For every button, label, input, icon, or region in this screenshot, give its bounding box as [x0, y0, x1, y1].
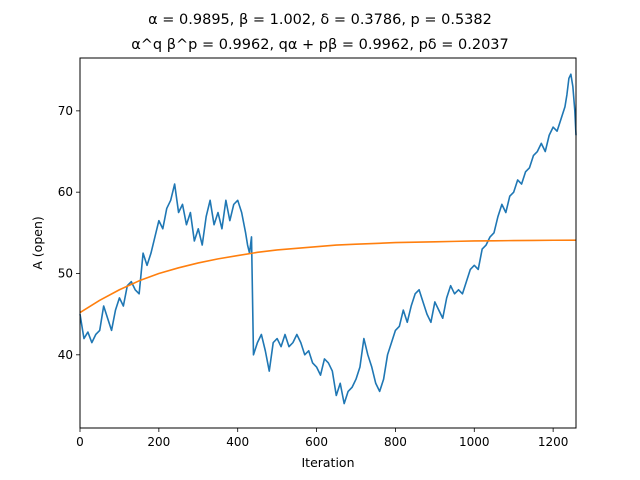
plot-frame	[79, 57, 577, 429]
x-tick-label: 600	[305, 435, 328, 449]
x-tick-label: 200	[147, 435, 170, 449]
y-tick-label: 70	[58, 104, 73, 118]
y-tick-label: 40	[58, 348, 73, 362]
x-tick-label: 800	[384, 435, 407, 449]
y-axis-label: A (open)	[30, 216, 45, 269]
x-axis-label: Iteration	[301, 455, 354, 470]
x-tick-label: 1000	[459, 435, 490, 449]
x-tick-label: 0	[76, 435, 84, 449]
x-tick-label: 1200	[538, 435, 569, 449]
series-line-1	[79, 73, 577, 405]
plot-area	[79, 73, 577, 405]
chart-subtitle: α^q β^p = 0.9962, qα + pβ = 0.9962, pδ =…	[131, 37, 509, 53]
chart-title: α = 0.9895, β = 1.002, δ = 0.3786, p = 0…	[148, 12, 492, 28]
series-line-2	[79, 239, 577, 314]
y-tick-label: 60	[58, 185, 73, 199]
x-tick-label: 400	[226, 435, 249, 449]
y-axis: 40 50 60 70	[58, 104, 80, 362]
x-axis: 0 200 400 600 800 1000 1200	[76, 428, 568, 449]
y-tick-label: 50	[58, 266, 73, 280]
